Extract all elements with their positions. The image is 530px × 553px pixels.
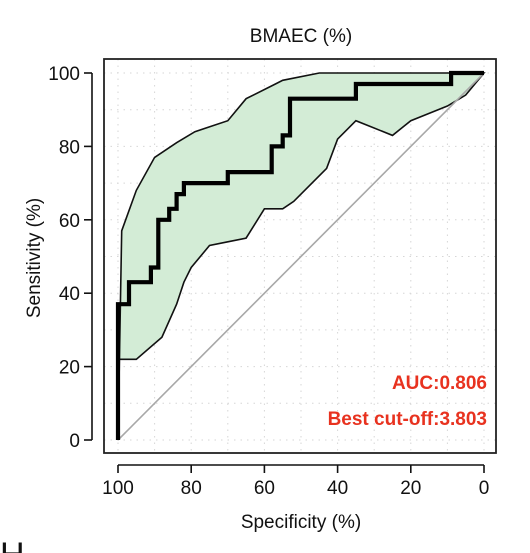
y-tick-label: 80 bbox=[59, 137, 80, 158]
plot-frame bbox=[103, 58, 497, 454]
x-tick-label: 40 bbox=[327, 478, 348, 499]
roc-curve bbox=[115, 70, 484, 440]
confidence-band bbox=[117, 72, 486, 441]
y-axis-title: Sensitivity (%) bbox=[24, 198, 45, 318]
axes: 100 80 60 40 20 0 0 20 40 60 80 100 bbox=[48, 64, 489, 499]
x-tick-label: 80 bbox=[181, 478, 202, 499]
auc-annotation: AUC:0.806 bbox=[392, 373, 487, 394]
y-tick-label: 0 bbox=[69, 431, 80, 452]
y-tick-label: 100 bbox=[48, 64, 80, 85]
y-tick-label: 20 bbox=[59, 358, 80, 379]
x-axis-title: Specificity (%) bbox=[241, 512, 361, 533]
cutoff-annotation: Best cut-off:3.803 bbox=[328, 409, 487, 430]
x-tick-label: 60 bbox=[254, 478, 275, 499]
x-tick-label: 20 bbox=[400, 478, 421, 499]
x-tick-label: 0 bbox=[479, 478, 490, 499]
x-tick-label: 100 bbox=[102, 478, 134, 499]
footer-letter: H bbox=[0, 536, 25, 553]
y-tick-label: 40 bbox=[59, 284, 80, 305]
chart-title: BMAEC (%) bbox=[250, 26, 352, 47]
reference-diagonal bbox=[117, 72, 485, 441]
y-tick-label: 60 bbox=[59, 211, 80, 232]
